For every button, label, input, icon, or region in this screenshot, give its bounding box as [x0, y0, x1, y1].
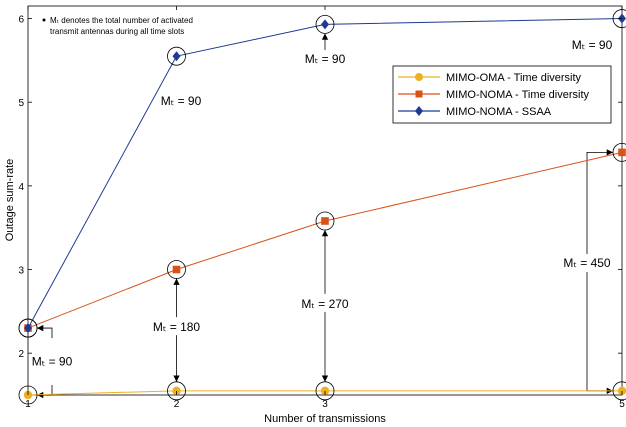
arrow-ssaa-x3: [321, 33, 329, 50]
data-point: [617, 386, 626, 396]
series-circle: [18, 381, 626, 405]
tick-layer: 1 2 3 5 2 3 4 5 6: [18, 6, 625, 410]
x-tick-label: 5: [619, 399, 625, 410]
point-ring: [612, 143, 626, 162]
annotation-mt-180: Mₜ = 180: [153, 320, 201, 334]
legend-marker: [415, 90, 423, 98]
y-tick-label: 2: [18, 349, 24, 360]
legend-entry-circle: MIMO-OMA - Time diversity: [398, 72, 582, 84]
data-point: [320, 386, 330, 396]
legend-marker: [415, 106, 423, 116]
point-ring: [315, 211, 335, 231]
arrow-head: [173, 278, 180, 285]
data-point: [172, 51, 181, 62]
x-tick-label: 3: [322, 399, 328, 410]
x-tick-label: 2: [174, 399, 180, 410]
legend: MIMO-OMA - Time diversity MIMO-NOMA - Tim…: [392, 65, 612, 124]
legend-entry-diamond: MIMO-NOMA - SSAA: [398, 106, 552, 118]
arrow-head: [606, 149, 613, 156]
label-bg: [297, 293, 353, 312]
series-layer: [18, 9, 626, 405]
x-axis-title: Number of transmissions: [264, 413, 386, 425]
point-ring: [315, 381, 335, 401]
annotation-ssaa-mt-90-x5: Mₜ = 90: [572, 38, 613, 52]
legend-label: MIMO-NOMA - SSAA: [446, 106, 552, 118]
series-line: [27, 18, 623, 329]
point-ring: [315, 15, 335, 34]
y-tick-label: 3: [18, 266, 24, 277]
legend-label: MIMO-OMA - Time diversity: [446, 72, 582, 84]
point-ring: [18, 385, 38, 405]
bracket-lower: [37, 385, 53, 396]
data-point: [321, 217, 329, 225]
legend-entry-square: MIMO-NOMA - Time diversity: [398, 89, 590, 101]
arrow-head: [321, 375, 329, 382]
y-tick-label: 4: [18, 182, 24, 193]
note-line-2: transmit antennas during all time slots: [50, 27, 184, 36]
label-bg: [148, 317, 205, 336]
annotation-mt-450: Mₜ = 450: [563, 256, 611, 270]
series-line: [27, 390, 622, 396]
note-bullet: [42, 18, 46, 22]
data-point: [24, 323, 32, 334]
arrow-head: [37, 324, 44, 332]
point-ring: [167, 381, 186, 401]
legend-label: MIMO-NOMA - Time diversity: [446, 89, 590, 101]
annotation-ssaa-mt-90-x2: Mₜ = 90: [161, 94, 202, 108]
x-tick-label: 1: [25, 399, 31, 410]
arrow-head: [321, 33, 329, 40]
annotation-mt-90-x1: Mₜ = 90: [32, 355, 73, 369]
arrow-head: [321, 229, 329, 237]
point-ring: [612, 381, 626, 401]
series-line: [27, 151, 623, 329]
bracket-upper: [37, 327, 53, 339]
note-line-1: Mₜ denotes the total number of activated: [50, 16, 193, 25]
data-point: [172, 265, 181, 274]
legend-marker: [415, 73, 423, 81]
annotation-ssaa-mt-90-x3: Mₜ = 90: [305, 52, 346, 66]
label-bg: [561, 254, 613, 272]
point-ring: [167, 260, 186, 279]
data-point: [618, 148, 626, 157]
point-ring: [18, 318, 38, 338]
point-ring: [167, 46, 186, 66]
data-point: [321, 19, 329, 30]
annotation-mt-270: Mₜ = 270: [301, 297, 349, 311]
note-box: Mₜ denotes the total number of activated…: [42, 16, 193, 36]
y-tick-label: 5: [18, 98, 24, 109]
arrow-head: [173, 375, 180, 382]
y-axis-title: Outage sum-rate: [4, 159, 16, 242]
data-point: [172, 386, 181, 396]
annotation-layer: Mₜ = 90 Mₜ = 180 Mₜ = 270 Mₜ = 450 Mₜ = 90 Mₜ…: [32, 33, 613, 399]
y-tick-label: 6: [18, 15, 24, 26]
